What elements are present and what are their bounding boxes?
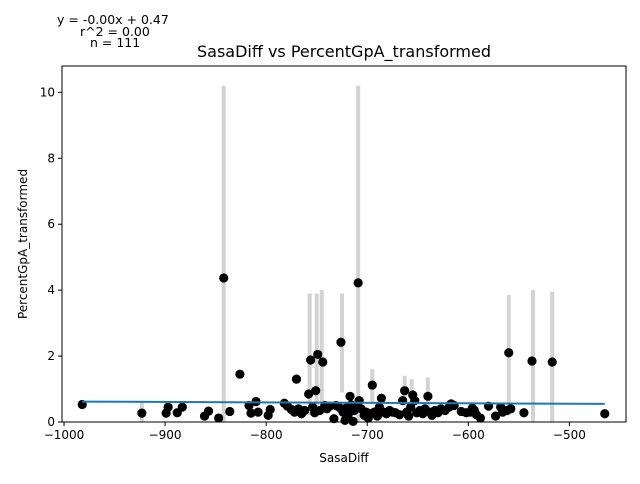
data-point-27 — [306, 355, 316, 365]
data-point-105 — [547, 357, 557, 367]
data-point-67 — [394, 410, 405, 420]
fit-line — [82, 400, 605, 405]
data-point-50 — [353, 278, 363, 288]
x-axis-label: SasaDiff — [319, 451, 369, 465]
y-tick-label-1: 2 — [47, 349, 55, 363]
y-tick-label-4: 8 — [47, 151, 55, 165]
data-point-33 — [318, 357, 328, 367]
data-point-71 — [404, 411, 414, 421]
x-axis: −1000 −900 −800 −700 −600 −500 — [44, 422, 586, 442]
data-point-15 — [253, 407, 263, 417]
x-tick-label-2: −800 — [250, 428, 283, 442]
data-point-79 — [423, 391, 433, 401]
y-tick-label-3: 6 — [47, 217, 55, 231]
data-point-9 — [219, 273, 229, 283]
data-point-95 — [475, 413, 486, 423]
y-tick-label-5: 10 — [40, 85, 55, 99]
data-point-30 — [311, 386, 321, 396]
r-squared-label: r^2 = 0.00 — [80, 24, 150, 39]
data-point-26 — [304, 389, 314, 399]
x-tick-label-5: −500 — [553, 428, 586, 442]
data-point-10 — [225, 406, 235, 417]
data-point-97 — [491, 411, 501, 421]
data-point-103 — [519, 408, 529, 418]
x-tick-label-3: −700 — [351, 428, 384, 442]
data-point-69 — [400, 386, 410, 396]
data-point-17 — [265, 404, 275, 415]
data-point-3 — [163, 402, 173, 412]
error-bar-group — [139, 85, 555, 422]
data-point-40 — [336, 337, 346, 347]
data-point-104 — [527, 356, 537, 366]
data-point-25 — [299, 405, 310, 416]
data-point-101 — [504, 348, 514, 358]
plot-frame — [61, 65, 627, 423]
data-point-22 — [291, 374, 302, 384]
data-point-7 — [203, 406, 214, 416]
y-tick-label-0: 0 — [47, 415, 55, 429]
data-point-11 — [235, 369, 245, 379]
data-point-102 — [506, 404, 516, 414]
data-point-45 — [345, 391, 355, 401]
data-point-106 — [600, 409, 610, 419]
data-point-31 — [313, 349, 323, 360]
x-tick-label-1: −900 — [149, 428, 182, 442]
data-point-37 — [329, 414, 339, 424]
data-point-61 — [376, 393, 386, 403]
data-point-8 — [214, 413, 224, 423]
y-tick-label-2: 4 — [47, 283, 55, 297]
data-point-1 — [137, 408, 147, 418]
x-tick-label-0: −1000 — [44, 428, 85, 442]
y-axis-label: PercentGpA_transformed — [16, 169, 30, 319]
x-tick-label-4: −600 — [452, 428, 485, 442]
y-axis: 0 2 4 6 8 10 — [40, 85, 62, 429]
fit-line-group — [82, 400, 605, 405]
data-point-5 — [177, 402, 187, 412]
data-point-13 — [246, 408, 256, 418]
chart-title: SasaDiff vs PercentGpA_transformed — [197, 42, 491, 62]
regression-equation: y = -0.00x + 0.47 — [57, 12, 169, 27]
sample-size-label: n = 111 — [90, 35, 141, 50]
data-point-72 — [406, 402, 416, 412]
data-point-57 — [367, 380, 377, 390]
data-point-47 — [348, 416, 358, 426]
